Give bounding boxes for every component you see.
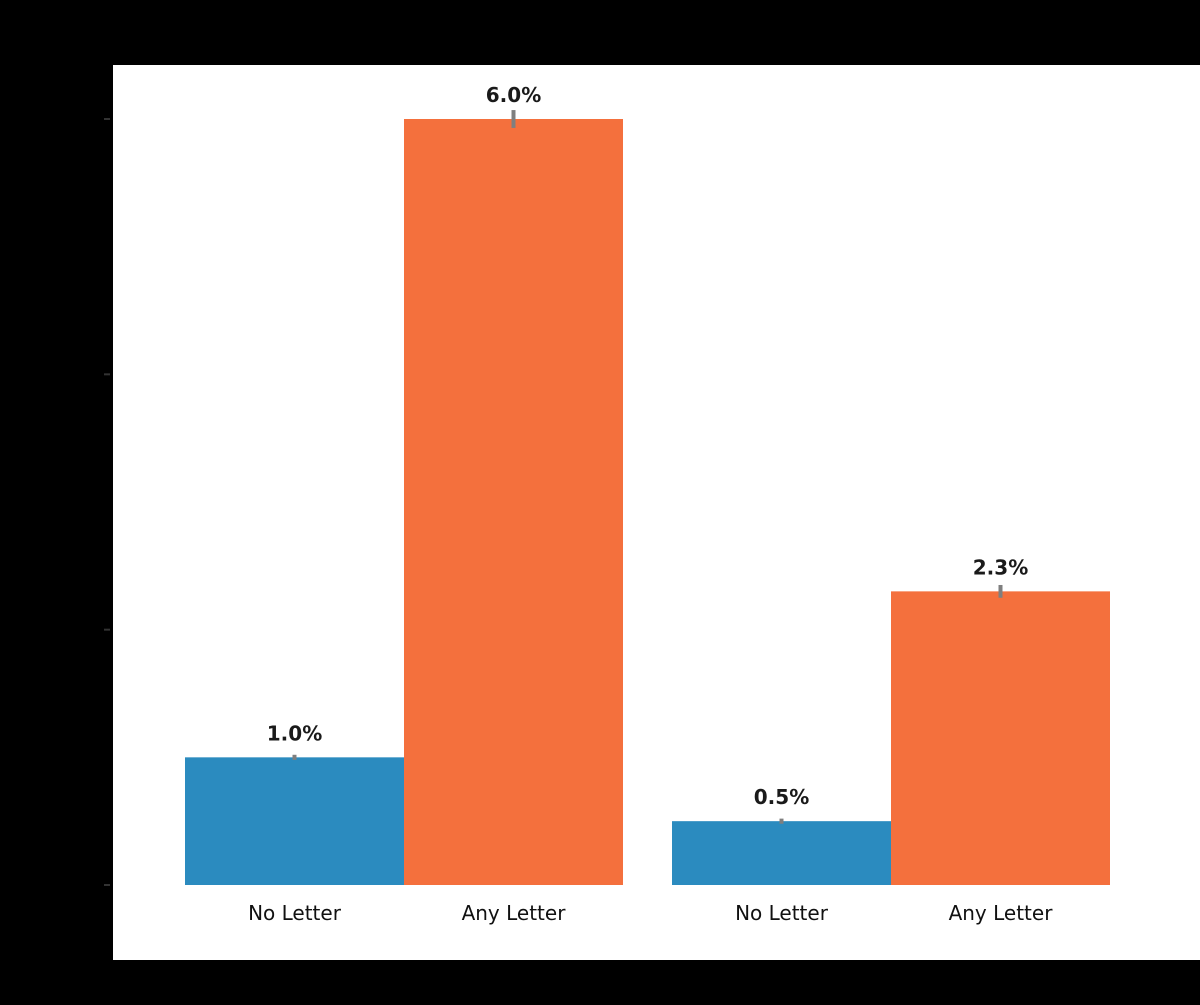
data-label: 0.5% — [754, 785, 809, 809]
x-tick-label: No Letter — [248, 901, 342, 925]
bars — [185, 110, 1110, 885]
labels: 1.0% No Letter 6.0% Any Letter 0.5% No Letter… — [248, 83, 1053, 925]
bar-no-letter — [185, 757, 404, 885]
data-label: 6.0% — [486, 83, 541, 107]
x-tick-label: No Letter — [735, 901, 829, 925]
x-tick-label: Any Letter — [949, 901, 1054, 925]
bar-no-letter — [672, 821, 891, 885]
data-label: 1.0% — [267, 721, 322, 745]
data-label: 2.3% — [973, 555, 1028, 579]
bar-any-letter — [891, 591, 1110, 885]
x-tick-label: Any Letter — [462, 901, 567, 925]
bar-any-letter — [404, 119, 623, 885]
y-axis — [104, 118, 110, 886]
